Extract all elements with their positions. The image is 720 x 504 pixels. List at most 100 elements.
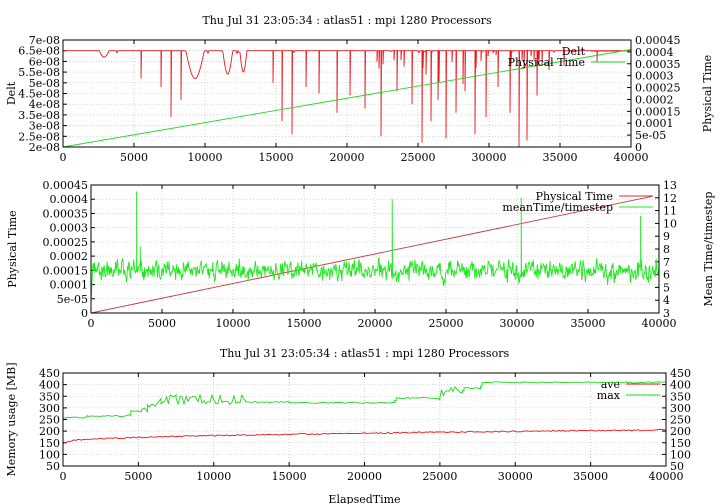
y2-tick-label: 0.0002 [635, 93, 674, 106]
x-tick-label: 10000 [216, 317, 251, 330]
x-tick-label: 40000 [642, 317, 677, 330]
x-tick-label: 10000 [196, 470, 231, 483]
y-tick-label: 50 [46, 460, 60, 473]
y2-axis-label: Mean Time/timestep [702, 192, 715, 307]
x-tick-label: 0 [60, 151, 67, 164]
y2-tick-label: 8 [663, 243, 670, 256]
x-tick-label: 20000 [330, 151, 365, 164]
y2-tick-label: 250 [670, 414, 691, 427]
x-tick-label: 5000 [148, 317, 176, 330]
y2-tick-label: 200 [670, 425, 691, 438]
y-tick-label: 2.5e-08 [18, 130, 60, 143]
y2-tick-label: 450 [670, 367, 691, 380]
y2-tick-label: 100 [670, 448, 691, 461]
x-tick-label: 25000 [401, 151, 436, 164]
y2-tick-label: 350 [670, 390, 691, 403]
legend-label: ave [601, 378, 620, 391]
plot-frame [62, 39, 632, 148]
y2-tick-label: 4 [663, 294, 670, 307]
y2-tick-label: 5e-05 [635, 129, 666, 142]
y2-tick-label: 50 [670, 460, 684, 473]
y-tick-label: 450 [39, 367, 60, 380]
y2-tick-label: 0.0001 [635, 117, 674, 130]
legend-label: max [597, 389, 621, 402]
y-tick-label: 0.0003 [50, 222, 89, 235]
y-tick-label: 350 [39, 390, 60, 403]
y-axis-label: Delt [5, 81, 18, 105]
x-tick-label: 35000 [573, 470, 608, 483]
y2-tick-label: 9 [663, 230, 670, 243]
y-tick-label: 100 [39, 448, 60, 461]
x-tick-label: 10000 [188, 151, 223, 164]
plot-frame [90, 184, 660, 314]
x-tick-label: 35000 [571, 317, 606, 330]
y-tick-label: 6e-08 [29, 55, 60, 68]
y2-tick-label: 7 [663, 256, 670, 269]
y2-tick-label: 150 [670, 437, 691, 450]
y-tick-label: 0.0004 [50, 193, 89, 206]
x-axis-label: ElapsedTime [328, 493, 400, 504]
y2-tick-label: 0.0004 [635, 46, 674, 59]
series-line-meantime-timestep [90, 191, 660, 305]
y2-axis-label: Physical Time [701, 55, 714, 132]
y-tick-label: 0.00025 [43, 236, 89, 249]
x-tick-label: 30000 [472, 151, 507, 164]
legend-label: Physical Time [508, 56, 585, 69]
y-tick-label: 250 [39, 414, 60, 427]
y-tick-label: 7e-08 [29, 34, 60, 47]
x-tick-label: 40000 [649, 470, 684, 483]
y-tick-label: 0.00015 [43, 264, 89, 277]
y2-tick-label: 0 [635, 141, 642, 154]
plot-frame [62, 372, 667, 467]
y2-tick-label: 0.00035 [635, 58, 681, 71]
x-tick-label: 15000 [287, 317, 322, 330]
series-line-max [62, 381, 667, 419]
y-tick-label: 6.5e-08 [18, 45, 60, 58]
x-tick-label: 40000 [614, 151, 649, 164]
y-tick-label: 5e-05 [57, 293, 88, 306]
x-tick-label: 15000 [259, 151, 294, 164]
legend-label: Physical Time [536, 190, 613, 203]
x-tick-label: 5000 [124, 470, 152, 483]
y2-tick-label: 0.00015 [635, 105, 681, 118]
y2-tick-label: 3 [663, 307, 670, 320]
y-axis-label: Physical Time [6, 210, 19, 287]
y-tick-label: 200 [39, 425, 60, 438]
y2-tick-label: 300 [670, 402, 691, 415]
panel-physical-time-mean-timestep: 0 5000 10000 15000 20000 25000 30000 35000 40000… [6, 179, 715, 330]
y2-tick-label: 10 [663, 217, 677, 230]
x-tick-label: 25000 [422, 470, 457, 483]
y2-tick-label: 0.0003 [635, 70, 674, 83]
y-tick-label: 300 [39, 402, 60, 415]
y-tick-label: 3.5e-08 [18, 109, 60, 122]
x-tick-label: 0 [88, 317, 95, 330]
x-tick-label: 25000 [429, 317, 464, 330]
y-tick-label: 5.5e-08 [18, 66, 60, 79]
y2-tick-label: 400 [670, 379, 691, 392]
series-line-physical-time [90, 195, 652, 314]
series-line-ave [62, 428, 667, 445]
y2-tick-label: 6 [663, 269, 670, 282]
x-tick-label: 20000 [347, 470, 382, 483]
chart-title: Thu Jul 31 23:05:34 : atlas51 : mpi 1280… [220, 347, 510, 360]
y-tick-label: 0 [81, 307, 88, 320]
y-axis-label: Memory usage [MB] [5, 362, 18, 476]
chart-title: Thu Jul 31 23:05:34 : atlas51 : mpi 1280… [202, 14, 492, 27]
x-tick-label: 20000 [358, 317, 393, 330]
x-tick-label: 5000 [120, 151, 148, 164]
x-tick-label: 30000 [498, 470, 533, 483]
y-tick-label: 5e-08 [29, 77, 60, 90]
x-tick-label: 30000 [500, 317, 535, 330]
legend-label: Delt [562, 45, 586, 58]
series-line-delt [63, 49, 631, 148]
legend-label: meanTime/timestep [502, 201, 613, 214]
y2-tick-label: 11 [663, 205, 677, 218]
y2-tick-label: 0.00045 [635, 34, 681, 47]
y-tick-label: 0.0002 [50, 250, 89, 263]
y-tick-label: 4e-08 [29, 98, 60, 111]
y-tick-label: 400 [39, 379, 60, 392]
series-line-physical-time [62, 49, 632, 148]
x-tick-label: 15000 [272, 470, 307, 483]
x-tick-label: 0 [60, 470, 67, 483]
